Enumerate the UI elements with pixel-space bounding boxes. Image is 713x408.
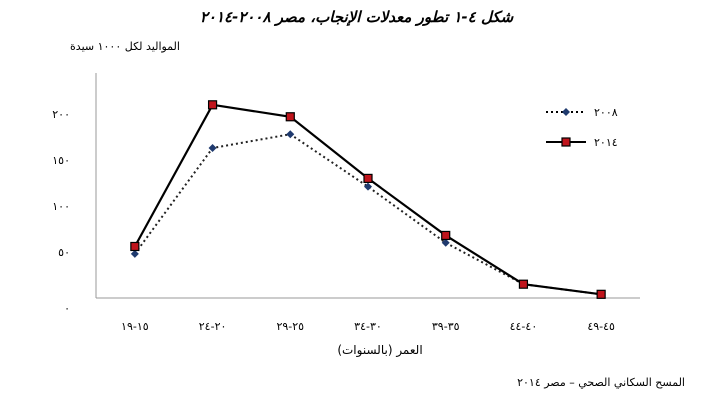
point-2014 bbox=[363, 173, 373, 183]
point-2008 bbox=[286, 130, 295, 139]
point-2014 bbox=[596, 289, 606, 299]
x-tick-label: ٢٠-٢٤ bbox=[199, 320, 227, 333]
legend-marker-2014 bbox=[561, 137, 571, 147]
series-line-1 bbox=[133, 103, 602, 296]
x-tick-label: ٢٥-٢٩ bbox=[276, 320, 304, 333]
series-line-0 bbox=[134, 133, 602, 296]
chart-title: شكل ٤-١ تطور معدلات الإنجاب، مصر ٢٠٠٨-٢٠… bbox=[199, 8, 514, 26]
y-tick-label: ٠ bbox=[64, 302, 70, 315]
x-tick-label: ٣٥-٣٩ bbox=[432, 320, 460, 333]
x-ticks: ١٥-١٩ ٢٠-٢٤ ٢٥-٢٩ ٣٠-٣٤ ٣٥-٣٩ ٤٠-٤٤ ٤٥-٤٩ bbox=[121, 320, 615, 333]
legend: ٢٠٠٨ ٢٠١٤ bbox=[546, 106, 618, 149]
axes bbox=[95, 73, 640, 299]
point-2014 bbox=[130, 241, 140, 252]
y-tick-label: ٥٠ bbox=[58, 246, 70, 259]
point-2014 bbox=[441, 230, 451, 241]
x-axis-label: العمر (بالسنوات) bbox=[337, 343, 423, 357]
x-tick-label: ٤٠-٤٤ bbox=[510, 320, 538, 333]
point-2008 bbox=[364, 182, 372, 191]
legend-label-1: ٢٠١٤ bbox=[594, 136, 618, 149]
y-tick-label: ١٠٠ bbox=[52, 200, 70, 213]
legend-marker-2008 bbox=[562, 108, 570, 116]
series-group bbox=[130, 100, 606, 299]
point-2008 bbox=[208, 144, 217, 153]
y-tick-label: ١٥٠ bbox=[52, 154, 70, 167]
x-tick-label: ٣٠-٣٤ bbox=[354, 320, 382, 333]
y-tick-label: ٢٠٠ bbox=[52, 108, 70, 121]
point-2008 bbox=[441, 238, 450, 247]
y-ticks: ٠ ٥٠ ١٠٠ ١٥٠ ٢٠٠ bbox=[52, 108, 70, 315]
x-tick-label: ٤٥-٤٩ bbox=[587, 320, 615, 333]
x-tick-label: ١٥-١٩ bbox=[121, 320, 149, 333]
point-2008 bbox=[130, 249, 139, 258]
y-axis-label: المواليد لكل ١٠٠٠ سيدة bbox=[70, 40, 180, 53]
point-2014 bbox=[285, 112, 295, 122]
point-2014 bbox=[518, 279, 529, 289]
source-note: المسح السكاني الصحي – مصر ٢٠١٤ bbox=[517, 376, 685, 389]
legend-label-0: ٢٠٠٨ bbox=[594, 106, 618, 119]
point-2014 bbox=[207, 100, 218, 110]
